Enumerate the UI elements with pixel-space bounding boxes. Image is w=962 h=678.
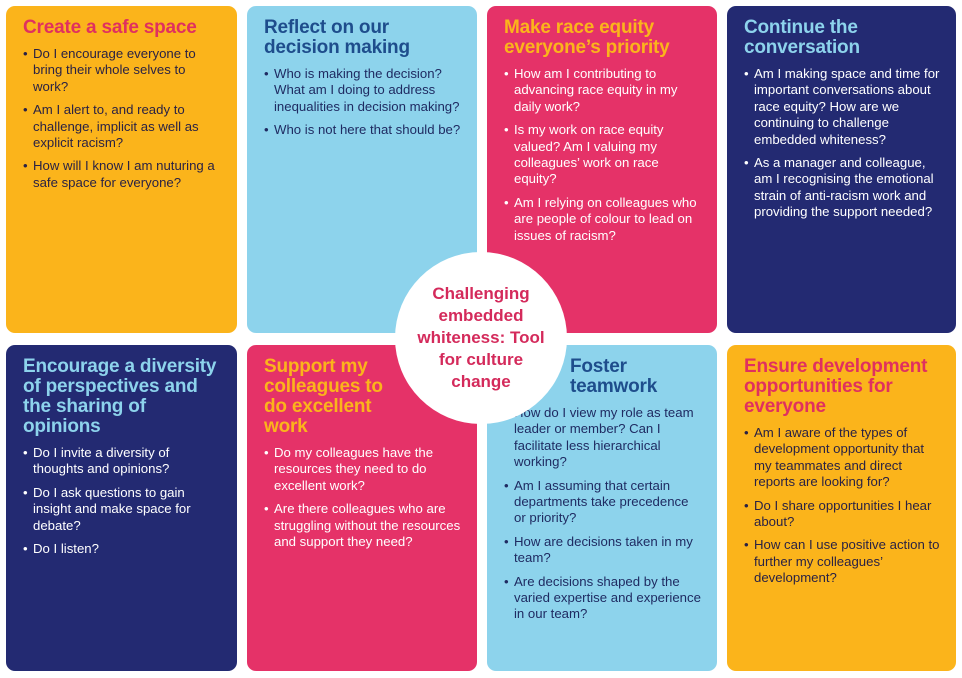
card-create-safe-space: Create a safe space Do I encourage every… [6,6,237,333]
list-item: Do I listen? [23,541,223,558]
card-title: Support my colleagues to do excellent wo… [264,356,383,437]
list-item: Do I encourage everyone to bring their w… [23,46,223,95]
list-item: Who is not here that should be? [264,122,463,139]
question-list: Am I making space and time for important… [744,66,942,221]
card-reflect-decision-making: Reflect on our decision making Who is ma… [247,6,477,333]
question-list: Do my colleagues have the resources they… [264,445,463,550]
card-continue-conversation: Continue the conversation Am I making sp… [727,6,956,333]
list-item: Do my colleagues have the resources they… [264,445,463,494]
list-item: Do I invite a diversity of thoughts and … [23,445,223,478]
list-item: Am I alert to, and ready to challenge, i… [23,102,223,151]
list-item: Who is making the decision? What am I do… [264,66,463,115]
list-item: Do I ask questions to gain insight and m… [23,485,223,534]
question-list: Who is making the decision? What am I do… [264,66,463,139]
card-title: Ensure development opportunities for eve… [744,356,928,417]
list-item: Do I share opportunities I hear about? [744,498,942,531]
list-item: Am I relying on colleagues who are peopl… [504,195,703,244]
list-item: How will I know I am nuturing a safe spa… [23,158,223,191]
list-item: Am I making space and time for important… [744,66,942,148]
question-list: How am I contributing to advancing race … [504,66,703,244]
list-item: How can I use positive action to further… [744,537,942,586]
list-item: Are there colleagues who are struggling … [264,501,463,550]
list-item: Is my work on race equity valued? Am I v… [504,122,703,188]
center-title-circle: Challenging embedded whiteness: Tool for… [395,252,567,424]
card-title: Encourage a diversity of perspectives an… [23,356,217,437]
list-item: How do I view my role as team leader or … [504,405,703,471]
card-title: Make race equity everyone’s priority [504,17,670,58]
list-item: Am I assuming that certain departments t… [504,478,703,527]
question-list: Am I aware of the types of development o… [744,425,942,587]
card-title: Continue the conversation [744,17,860,58]
list-item: As a manager and colleague, am I recogni… [744,155,942,221]
list-item: How am I contributing to advancing race … [504,66,703,115]
card-title: Create a safe space [23,17,197,38]
list-item: Am I aware of the types of development o… [744,425,942,491]
question-list: Do I encourage everyone to bring their w… [23,46,223,191]
center-title: Challenging embedded whiteness: Tool for… [417,284,545,391]
list-item: How are decisions taken in my team? [504,534,703,567]
list-item: Are decisions shaped by the varied exper… [504,574,703,623]
card-encourage-diversity: Encourage a diversity of perspectives an… [6,345,237,671]
card-development-opportunities: Ensure development opportunities for eve… [727,345,956,671]
card-title: Reflect on our decision making [264,17,410,58]
question-list: How do I view my role as team leader or … [504,405,703,623]
question-list: Do I invite a diversity of thoughts and … [23,445,223,558]
card-title: Foster teamwork [570,356,658,397]
